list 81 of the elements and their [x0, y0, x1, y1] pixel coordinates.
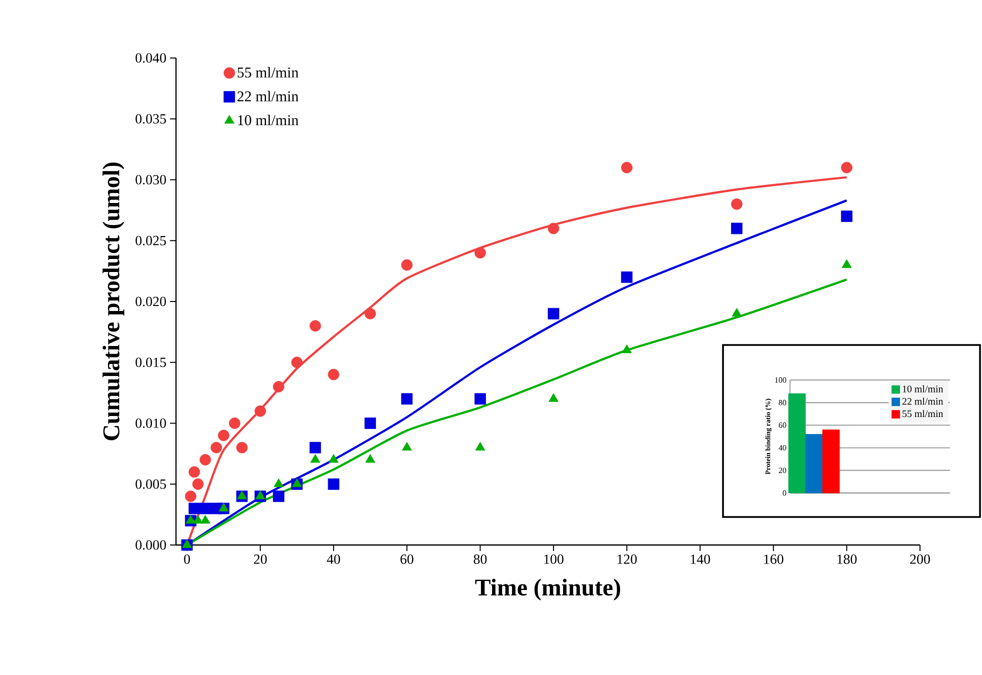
y-axis-title: Cumulative product (umol): [102, 162, 124, 440]
point: [364, 308, 376, 320]
y-tick-label: 0.035: [136, 114, 166, 124]
x-tick-label: 120: [618, 554, 637, 564]
point: [188, 466, 200, 478]
point: [236, 442, 248, 454]
y-tick-label: 0.010: [136, 418, 166, 428]
legend-label: 22 ml/min: [237, 90, 298, 102]
point: [732, 308, 742, 317]
point: [731, 198, 742, 210]
x-tick-label: 100: [544, 554, 564, 564]
x-tick-label: 160: [764, 554, 784, 564]
point: [274, 478, 284, 488]
x-tick-label: 60: [400, 554, 414, 564]
legend-label: 55 ml/min: [238, 67, 298, 78]
x-tick-label: 180: [837, 554, 857, 564]
point: [841, 210, 852, 222]
y-tick-label: 0.020: [136, 296, 166, 306]
point: [193, 514, 203, 524]
point: [218, 502, 229, 512]
point: [402, 442, 412, 451]
point: [621, 271, 633, 283]
y-tick-label: 0.030: [136, 175, 166, 184]
x-tick-label: 20: [254, 554, 267, 564]
point: [310, 454, 320, 463]
point: [328, 454, 339, 463]
point: [237, 490, 247, 500]
point: [842, 259, 852, 268]
y-tick-label: 0.025: [136, 236, 166, 246]
point: [182, 539, 192, 548]
point: [272, 381, 284, 392]
x-tick-label: 140: [690, 554, 710, 564]
point: [401, 259, 413, 271]
x-tick-label: 0: [184, 554, 190, 564]
point: [475, 442, 486, 451]
point: [548, 393, 558, 402]
point: [255, 490, 266, 500]
point: [548, 222, 560, 234]
point: [228, 418, 240, 429]
point: [210, 442, 222, 454]
point: [310, 442, 321, 454]
x-tick-label: 200: [910, 554, 930, 564]
legend-label: 10 ml/min: [238, 114, 298, 126]
point: [548, 308, 560, 320]
legend-label: 55 ml/min: [902, 410, 944, 418]
bar: [788, 393, 806, 494]
point: [401, 393, 413, 405]
point: [731, 222, 742, 234]
point: [292, 478, 302, 488]
point: [328, 368, 340, 380]
point: [254, 405, 266, 417]
y-tick-label: 0.040: [136, 53, 166, 63]
x-axis-title: Time (minute): [475, 578, 620, 600]
point: [200, 454, 212, 466]
point: [218, 430, 230, 442]
point: [200, 502, 212, 514]
legend-label: 22 ml/min: [902, 398, 944, 405]
point: [474, 247, 486, 258]
point: [364, 418, 376, 429]
point: [365, 454, 376, 463]
bar: [822, 430, 840, 494]
point: [474, 393, 486, 405]
point: [188, 502, 200, 514]
x-tick-label: 80: [474, 554, 487, 564]
point: [186, 514, 196, 524]
point: [291, 356, 303, 368]
x-tick-label: 40: [326, 554, 340, 564]
point: [192, 478, 204, 490]
point: [184, 490, 196, 502]
point: [272, 490, 284, 502]
y-tick-label: 0.000: [136, 540, 166, 550]
point: [841, 162, 852, 174]
bar: [805, 434, 823, 494]
y-tick-label: 0.005: [136, 479, 166, 489]
point: [621, 162, 633, 174]
point: [622, 344, 632, 354]
y-tick-label: 0.015: [136, 358, 166, 368]
point: [200, 514, 210, 524]
legend-label: 10 ml/min: [902, 385, 944, 392]
point: [310, 320, 321, 332]
point: [328, 478, 340, 490]
